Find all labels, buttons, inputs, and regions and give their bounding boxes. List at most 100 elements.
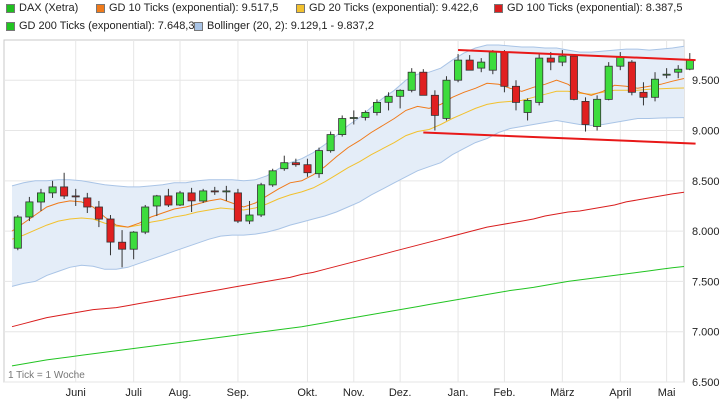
- y-tick-label: 8.000: [692, 226, 720, 238]
- legend-label: Bollinger (20, 2): 9.129,1 - 9.837,2: [207, 20, 374, 32]
- candle: [558, 50, 567, 67]
- legend-swatch: [96, 3, 105, 13]
- axes: 9.500 9.000 8.500 8.000 7.500 7.000 6.500 Juni J…: [66, 75, 720, 399]
- legend-swatch: [194, 21, 203, 31]
- candle: [245, 200, 254, 225]
- y-tick-label: 7.000: [692, 327, 720, 339]
- candle-body: [639, 91, 648, 98]
- candle-body: [37, 192, 46, 203]
- candle: [674, 65, 683, 79]
- candle: [604, 62, 613, 101]
- gd200-line: [11, 266, 685, 367]
- candle: [314, 147, 323, 178]
- candle: [175, 190, 184, 206]
- y-tick-label: 7.500: [692, 276, 720, 288]
- trendline: [423, 131, 696, 145]
- candle: [280, 155, 289, 171]
- candle: [349, 110, 358, 125]
- candle-body: [13, 216, 22, 249]
- candle: [13, 215, 22, 251]
- candle-body: [372, 102, 381, 113]
- candle: [442, 76, 451, 121]
- candle: [361, 110, 370, 121]
- candle: [326, 131, 335, 153]
- candle-body: [477, 61, 486, 69]
- candle-body: [535, 57, 544, 103]
- x-tick-label: Mai: [658, 387, 676, 399]
- candle-body: [326, 134, 335, 152]
- candle-body: [430, 94, 439, 116]
- legend-label: GD 100 Ticks (exponential): 8.387,5: [507, 2, 683, 14]
- candle: [465, 55, 474, 71]
- candle-body: [164, 195, 173, 206]
- x-tick-label: Feb.: [493, 387, 515, 399]
- candle-body: [280, 162, 289, 170]
- candle-body: [523, 100, 532, 113]
- candle-body: [141, 206, 150, 233]
- boll-lower-line: [11, 117, 685, 287]
- candle: [141, 204, 150, 235]
- candle: [37, 188, 46, 211]
- x-tick-label: Nov.: [343, 387, 365, 399]
- legend-swatch: [6, 3, 15, 13]
- candle-body: [361, 112, 370, 118]
- legend-item: GD 100 Ticks (exponential): 8.387,5: [494, 2, 682, 14]
- candle-body: [199, 190, 208, 202]
- candle-body: [60, 186, 69, 197]
- candle: [454, 54, 463, 83]
- candle: [627, 60, 636, 96]
- boll-upper-line: [11, 44, 685, 188]
- candle: [396, 89, 405, 109]
- candle-body: [94, 206, 103, 220]
- x-tick-label: Dez.: [389, 387, 412, 399]
- x-tick-label: April: [609, 387, 631, 399]
- candle: [569, 54, 578, 101]
- candle: [372, 99, 381, 116]
- candle: [83, 192, 92, 214]
- candle: [651, 72, 660, 102]
- candle: [233, 188, 242, 224]
- candle-body: [83, 197, 92, 208]
- candle-body: [419, 71, 428, 96]
- candle-body: [488, 51, 497, 71]
- legend-item: GD 10 Ticks (exponential): 9.517,5: [96, 2, 278, 14]
- candle-body: [106, 218, 115, 243]
- candle-body: [314, 150, 323, 175]
- candle-body: [685, 59, 694, 70]
- candle: [268, 168, 277, 187]
- candle-body: [245, 214, 254, 222]
- candle-body: [651, 78, 660, 98]
- candle-body: [118, 241, 127, 250]
- legend-label: GD 10 Ticks (exponential): 9.517,5: [109, 2, 279, 14]
- legend-swatch: [494, 3, 503, 13]
- legend-label: GD 200 Ticks (exponential): 7.648,3: [19, 20, 195, 32]
- candle-body: [187, 192, 196, 202]
- candle: [384, 92, 393, 111]
- candle-body: [268, 170, 277, 186]
- candle: [546, 52, 555, 71]
- candle: [488, 50, 497, 75]
- x-tick-label: Juli: [125, 387, 142, 399]
- candle: [535, 54, 544, 106]
- candle: [25, 196, 34, 222]
- candle: [222, 185, 231, 201]
- legend-label: GD 20 Ticks (exponential): 9.422,6: [309, 2, 479, 14]
- candle-body: [71, 195, 80, 198]
- candle-body: [210, 190, 219, 193]
- candles: [13, 50, 694, 268]
- candle-body: [222, 190, 231, 193]
- candle: [338, 115, 347, 137]
- y-tick-label: 6.500: [692, 377, 720, 389]
- legend: DAX (Xetra) GD 10 Ticks (exponential): 9.…: [0, 0, 726, 36]
- candle-body: [662, 73, 671, 76]
- candle: [419, 69, 428, 96]
- price-chart: 9.500 9.000 8.500 8.000 7.500 7.000 6.500 Juni J…: [3, 39, 720, 399]
- tick-footnote: 1 Tick = 1 Woche: [8, 370, 85, 381]
- candle-body: [25, 201, 34, 218]
- candle: [164, 188, 173, 207]
- y-tick-label: 8.500: [692, 176, 720, 188]
- candle: [662, 68, 671, 79]
- y-tick-label: 9.500: [692, 75, 720, 87]
- legend-swatch: [6, 21, 15, 31]
- candle-body: [593, 98, 602, 127]
